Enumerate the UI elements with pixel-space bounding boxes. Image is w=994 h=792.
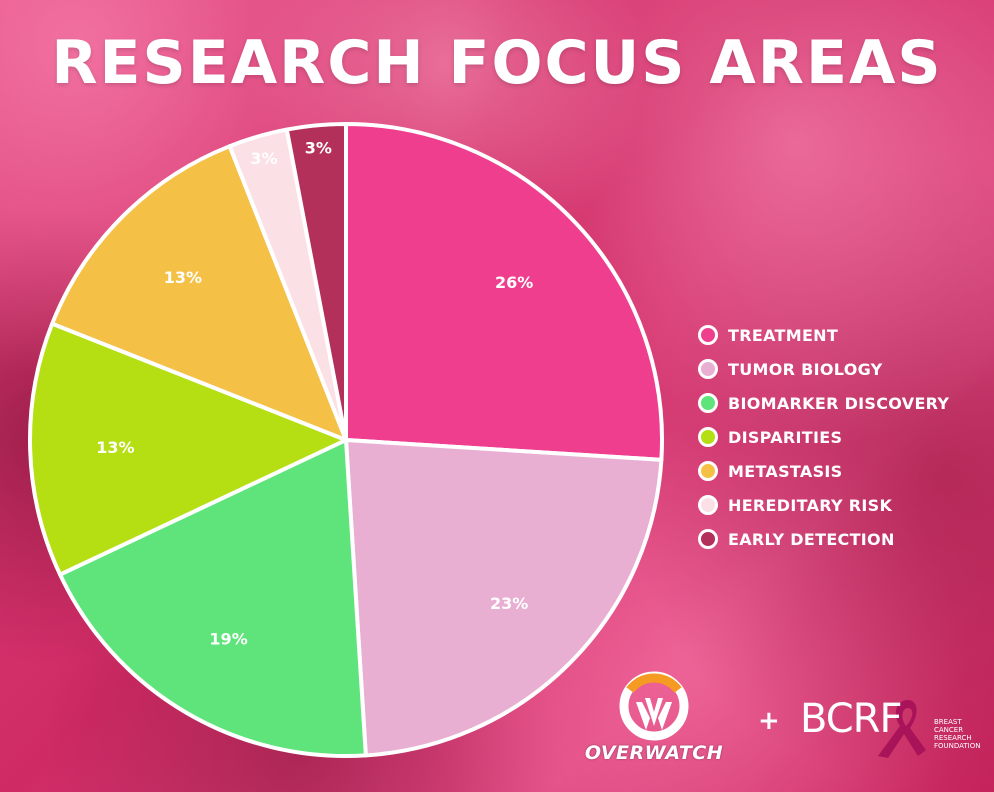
legend-swatch <box>698 359 718 379</box>
slice-value-label: 23% <box>490 594 528 613</box>
bcrf-subtitle-line: RESEARCH <box>934 734 972 742</box>
legend-swatch <box>698 495 718 515</box>
chart-legend: TREATMENT TUMOR BIOLOGY BIOMARKER DISCOVER… <box>698 318 949 556</box>
legend-item: METASTASIS <box>698 454 949 488</box>
pie-slice-metastasis <box>50 144 348 442</box>
legend-label: TREATMENT <box>728 325 839 345</box>
slice-value-label: 3% <box>250 149 277 168</box>
legend-label: TUMOR BIOLOGY <box>728 359 883 379</box>
page-title: RESEARCH FOCUS AREAS <box>51 28 943 98</box>
bcrf-subtitle-line: FOUNDATION <box>934 742 981 750</box>
legend-label: METASTASIS <box>728 461 843 481</box>
legend-item: EARLY DETECTION <box>698 522 949 556</box>
legend-item: BIOMARKER DISCOVERY <box>698 386 949 420</box>
slice-value-label: 19% <box>209 630 247 649</box>
legend-swatch <box>698 427 718 447</box>
pink-ribbon-icon <box>878 700 926 758</box>
bcrf-wordmark: BCRF <box>800 696 902 742</box>
pie-slice-tumor-biology <box>344 438 664 758</box>
legend-item: HEREDITARY RISK <box>698 488 949 522</box>
overwatch-wordmark: OVERWATCH <box>584 742 724 764</box>
pie-slice-early-detection <box>284 122 348 442</box>
pie-slice-treatment <box>344 122 664 462</box>
pie-slice-biomarker-discovery <box>58 438 368 758</box>
pie-slice-disparities <box>28 321 348 577</box>
legend-swatch <box>698 529 718 549</box>
legend-label: BIOMARKER DISCOVERY <box>728 393 950 413</box>
bcrf-subtitle: BREAST CANCER RESEARCH FOUNDATION <box>934 718 994 750</box>
bcrf-subtitle-line: BREAST <box>934 718 962 726</box>
legend-item: TUMOR BIOLOGY <box>698 352 949 386</box>
legend-swatch <box>698 461 718 481</box>
overwatch-logo: OVERWATCH <box>566 668 742 768</box>
legend-swatch <box>698 393 718 413</box>
slice-value-label: 3% <box>305 138 332 157</box>
legend-item: TREATMENT <box>698 318 949 352</box>
legend-label: DISPARITIES <box>728 427 843 447</box>
slice-value-label: 26% <box>495 273 533 292</box>
slice-value-label: 13% <box>164 268 202 287</box>
legend-label: HEREDITARY RISK <box>728 495 893 515</box>
legend-label: EARLY DETECTION <box>728 529 895 549</box>
bcrf-subtitle-line: CANCER <box>934 726 964 734</box>
overwatch-emblem-icon <box>619 671 689 741</box>
legend-item: DISPARITIES <box>698 420 949 454</box>
slice-value-label: 13% <box>96 438 134 457</box>
legend-swatch <box>698 325 718 345</box>
plus-sign: + <box>758 706 780 736</box>
